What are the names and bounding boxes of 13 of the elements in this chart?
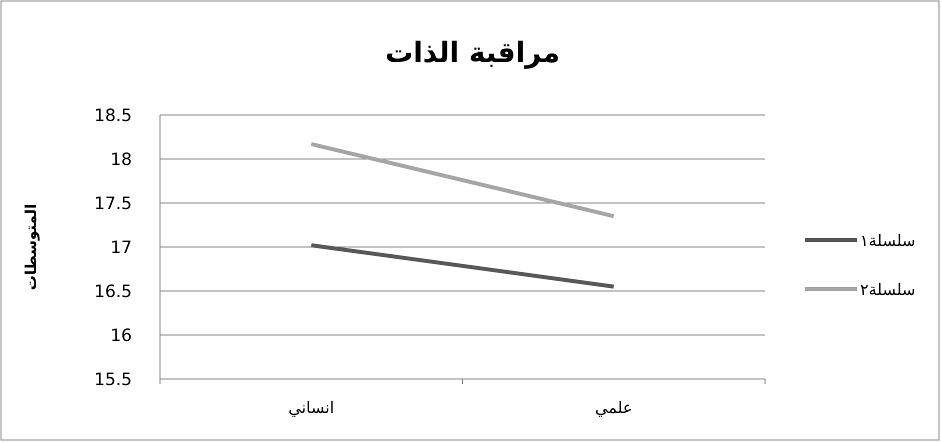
y-tick-label: 15.5	[94, 370, 132, 390]
y-tick-label: 18	[110, 150, 132, 170]
y-tick-label: 17.5	[94, 194, 132, 214]
x-tick-label: علمي	[595, 398, 632, 417]
y-tick-label: 16	[110, 326, 132, 346]
y-axis-title: المتوسطات	[22, 204, 40, 290]
x-tick-label: انساني	[288, 398, 334, 417]
chart-title: مراقبة الذات	[385, 36, 560, 69]
legend-label: سلسلة١	[860, 231, 916, 250]
y-tick-label: 18.5	[94, 106, 132, 126]
y-tick-label: 17	[110, 238, 132, 258]
legend-label: سلسلة٢	[860, 280, 916, 299]
y-tick-label: 16.5	[94, 282, 132, 302]
